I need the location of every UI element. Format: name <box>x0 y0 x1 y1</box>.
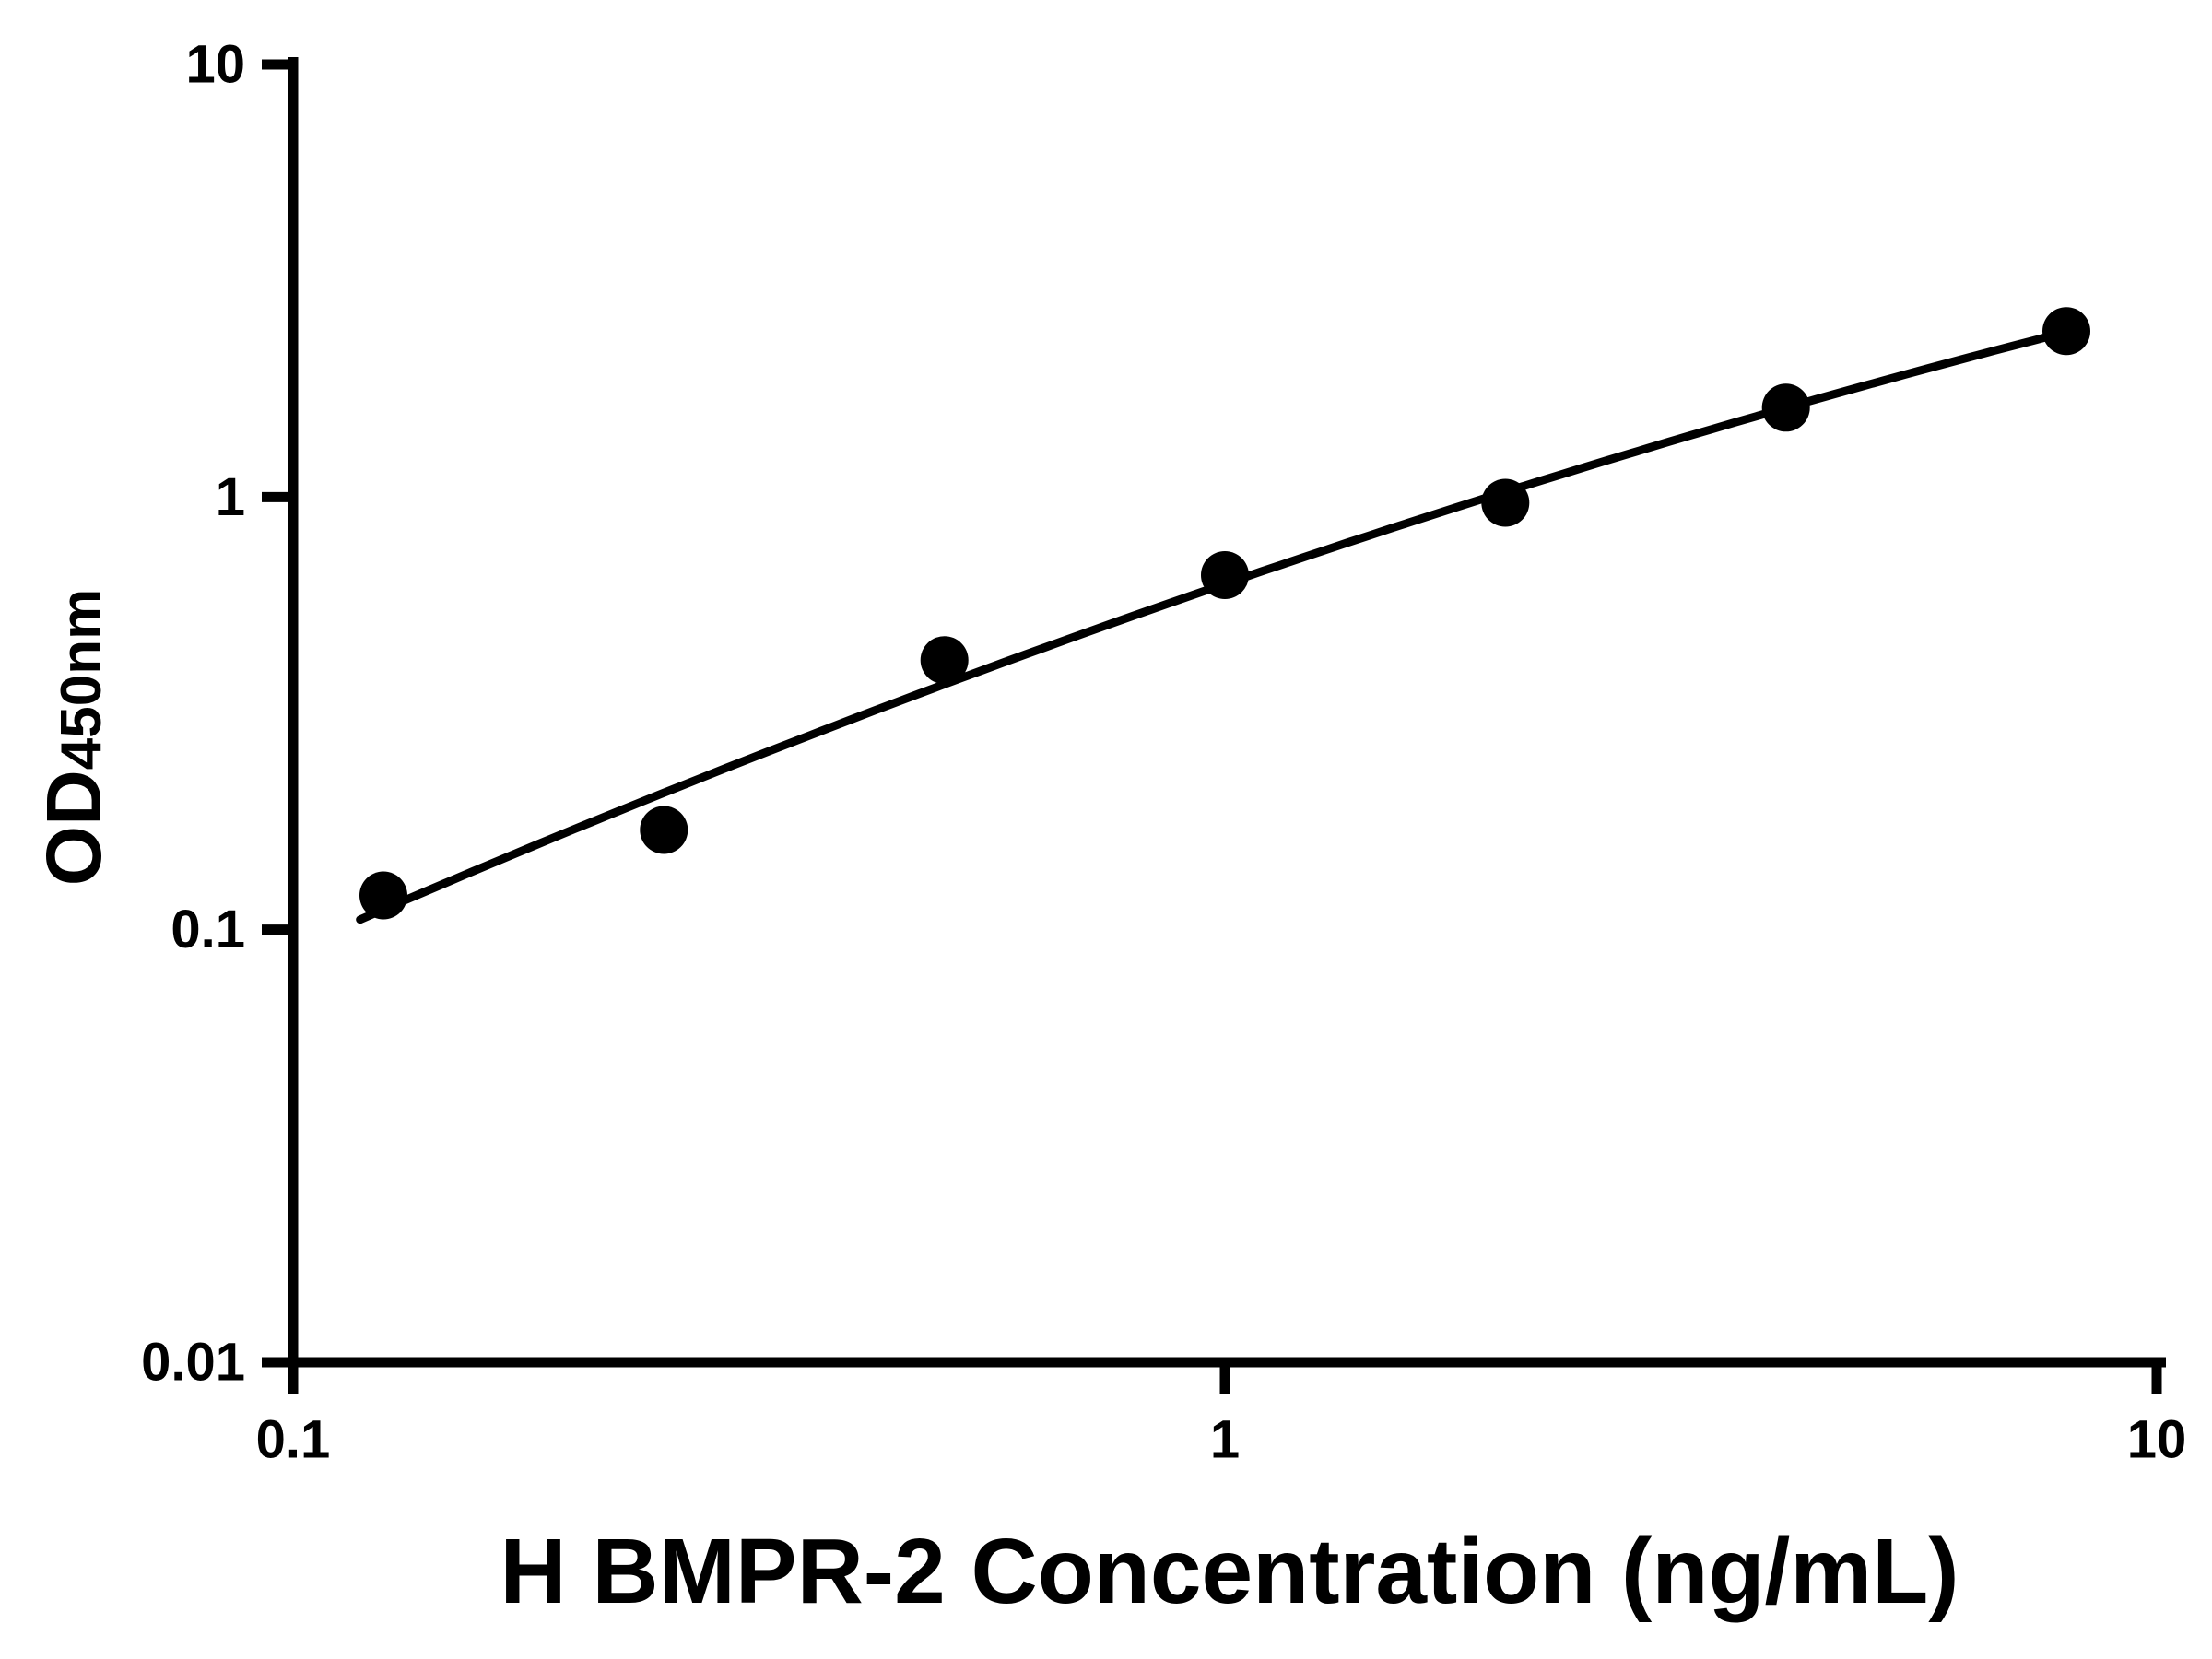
fit-curve <box>356 324 2082 924</box>
data-point <box>1481 478 1530 527</box>
x-axis-title: H BMPR-2 Concentration (ng/mL) <box>500 1520 1959 1623</box>
data-point <box>920 636 969 685</box>
data-point <box>1201 551 1249 599</box>
x-tick-label: 10 <box>2127 1410 2187 1470</box>
x-tick-label: 0.1 <box>256 1410 331 1470</box>
y-tick-label: 0.01 <box>141 1333 245 1393</box>
y-tick-label: 1 <box>216 467 245 527</box>
data-point <box>1761 383 1810 432</box>
data-point <box>640 806 688 854</box>
y-tick-label: 0.1 <box>171 900 245 959</box>
y-axis-title: OD450nm <box>18 415 129 1060</box>
y-axis-title-main: OD <box>30 770 117 887</box>
axes-lines <box>288 57 2166 1368</box>
x-tick-label: 1 <box>1210 1410 1240 1470</box>
y-axis-title-subscript: 450nm <box>50 588 113 771</box>
y-tick-label: 10 <box>185 35 245 95</box>
data-point <box>2042 307 2090 356</box>
data-point <box>359 871 407 920</box>
